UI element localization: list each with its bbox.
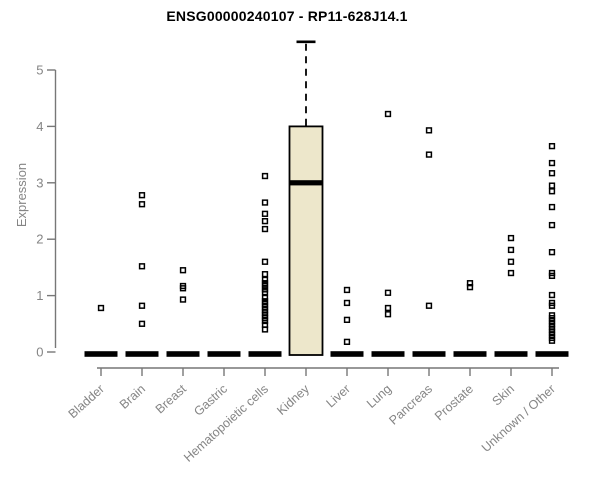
- outlier-point: [261, 289, 269, 296]
- x-tick-label: Brain: [117, 382, 148, 412]
- outlier-point: [507, 269, 515, 277]
- zero-box-bar: [125, 351, 159, 357]
- outlier-point: [179, 296, 187, 303]
- y-tick-label: 4: [36, 119, 43, 134]
- y-tick-label: 0: [36, 345, 43, 360]
- median-line: [289, 180, 323, 186]
- outlier-point: [261, 218, 269, 225]
- outlier-point: [343, 286, 351, 294]
- zero-box-bar: [330, 351, 364, 357]
- outlier-point: [548, 272, 556, 280]
- x-tick-label: Gastric: [191, 382, 230, 419]
- outlier-point: [384, 311, 392, 318]
- outlier-point: [466, 280, 474, 287]
- outlier-point: [261, 199, 269, 206]
- outlier-point: [261, 326, 269, 333]
- outlier-point: [179, 267, 187, 274]
- zero-box-bar: [412, 351, 446, 357]
- x-tick-label: Lung: [364, 382, 394, 411]
- outlier-point: [261, 225, 269, 233]
- zero-box-bar: [535, 351, 569, 357]
- outlier-point: [466, 283, 474, 291]
- outlier-point: [425, 302, 433, 309]
- x-tick-label: Prostate: [432, 382, 476, 424]
- x-tick-label: Kidney: [274, 381, 312, 417]
- outlier-point: [179, 285, 187, 292]
- x-tick-label: Liver: [324, 382, 354, 411]
- outlier-point: [425, 151, 433, 158]
- outlier-point: [507, 258, 515, 265]
- y-tick-label: 1: [36, 288, 43, 303]
- outlier-point: [548, 182, 556, 189]
- outlier-point: [138, 263, 146, 270]
- box: [288, 125, 324, 356]
- zero-box-bar: [248, 351, 282, 357]
- x-tick-label: Bladder: [66, 382, 107, 421]
- y-tick-label: 5: [36, 63, 43, 78]
- outlier-point: [261, 172, 269, 180]
- outlier-point: [548, 142, 556, 150]
- zero-box-bar: [166, 351, 200, 357]
- outlier-point: [425, 127, 433, 134]
- x-tick-label: Skin: [490, 382, 517, 409]
- outlier-point: [343, 338, 351, 345]
- outlier-point: [261, 258, 269, 265]
- outlier-point: [384, 289, 392, 296]
- outlier-point: [548, 291, 556, 299]
- chart-title: ENSG00000240107 - RP11-628J14.1: [166, 8, 408, 24]
- outlier-point: [261, 276, 269, 283]
- x-tick-label: Breast: [153, 381, 190, 416]
- outlier-point: [548, 249, 556, 256]
- outlier-point: [138, 302, 146, 309]
- outlier-point: [261, 282, 269, 290]
- outlier-point: [548, 188, 556, 195]
- outlier-point: [343, 299, 351, 307]
- x-tick-label: Unknown / Other: [479, 382, 558, 455]
- outlier-point: [138, 201, 146, 208]
- outlier-point: [343, 316, 351, 324]
- zero-box-bar: [453, 351, 487, 357]
- outlier-point: [548, 337, 556, 344]
- zero-box-bar: [84, 351, 118, 357]
- outlier-point: [548, 170, 556, 177]
- zero-box-bar: [207, 351, 241, 357]
- outlier-point: [138, 192, 146, 199]
- y-tick-label: 2: [36, 232, 43, 247]
- outlier-point: [384, 304, 392, 312]
- outlier-point: [261, 317, 269, 325]
- outlier-point: [548, 159, 556, 167]
- outlier-point: [261, 294, 269, 302]
- outlier-point: [138, 320, 146, 327]
- outlier-point: [548, 302, 556, 309]
- x-tick-label: Pancreas: [386, 382, 435, 428]
- y-tick-label: 3: [36, 175, 43, 190]
- outlier-point: [548, 221, 556, 229]
- outlier-point: [97, 304, 105, 312]
- zero-box-bar: [494, 351, 528, 357]
- outlier-point: [507, 246, 515, 254]
- outlier-point: [548, 203, 556, 211]
- outlier-point: [261, 210, 269, 217]
- zero-box-bar: [371, 351, 405, 357]
- outlier-point: [507, 234, 515, 242]
- outlier-point: [261, 271, 269, 278]
- outlier-point: [384, 110, 392, 118]
